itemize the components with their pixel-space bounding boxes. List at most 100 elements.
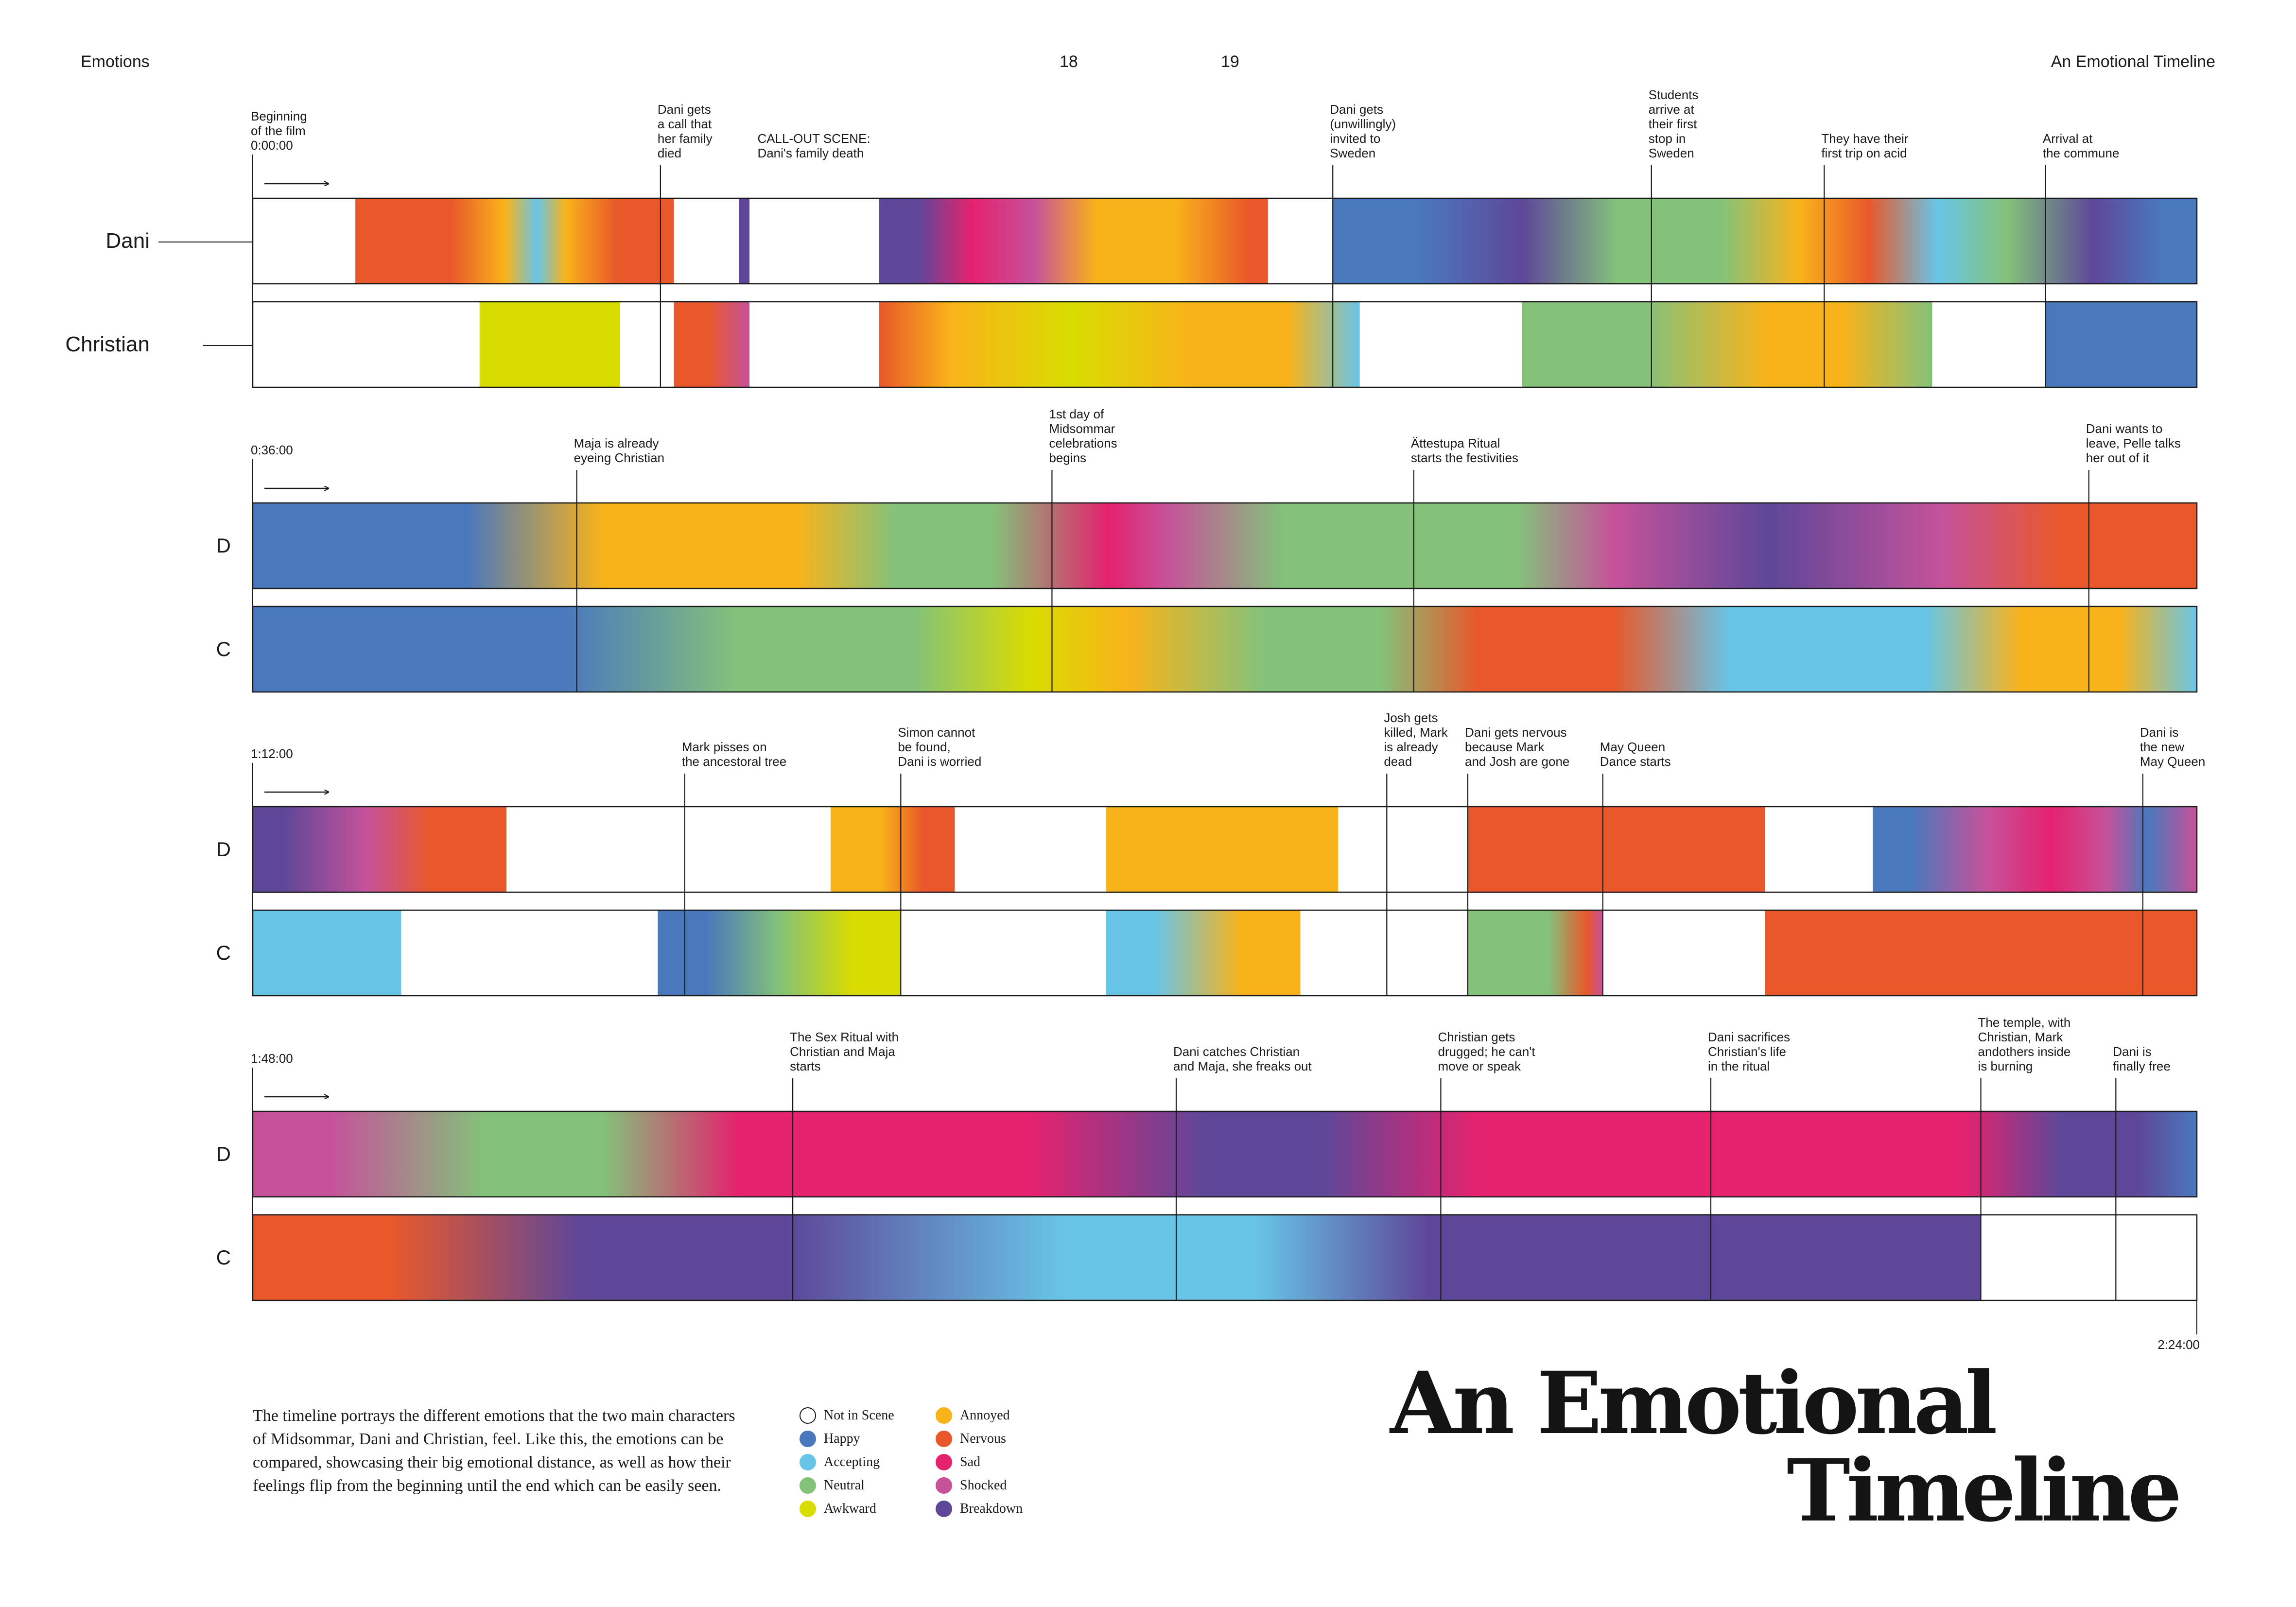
lane-label-dani: Dani: [106, 229, 150, 253]
legend-swatch-nervous: [936, 1431, 952, 1447]
legend-swatch-sad: [936, 1454, 952, 1470]
legend-label: Happy: [824, 1431, 860, 1446]
lane-label-dani: D: [216, 1142, 231, 1165]
legend-swatch-neutral: [800, 1477, 816, 1494]
event-annotation: Dani is finally free: [2113, 1044, 2171, 1073]
dani-emotion-segment: [253, 807, 507, 892]
event-annotation: 1st day of Midsommar celebrations begins: [1049, 407, 1117, 465]
header-publication-title: An Emotional Timeline: [2051, 52, 2215, 71]
legend-label: Nervous: [960, 1431, 1006, 1446]
dani-emotion-segment: [253, 503, 2197, 588]
dani-emotion-segment: [1468, 807, 1765, 892]
legend-label: Not in Scene: [824, 1408, 894, 1423]
event-annotation: Josh gets killed, Mark is already dead: [1384, 710, 1448, 769]
event-annotation: Dani is the new May Queen: [2140, 725, 2205, 769]
legend-swatch-awkward: [800, 1501, 816, 1517]
lane-label-christian: Christian: [65, 332, 150, 356]
legend-label: Sad: [960, 1454, 980, 1469]
timeline-row-4: 1:48:00 D C The Sex Ritual with Christian an…: [216, 1015, 2200, 1352]
legend-label: Awkward: [824, 1501, 876, 1516]
row-start-time: 1:12:00: [251, 746, 293, 761]
dani-emotion-segment: [253, 1111, 2197, 1197]
lane-label-christian: C: [216, 638, 231, 660]
legend-item-breakdown: Breakdown: [936, 1501, 1023, 1517]
legend-item-awkward: Awkward: [800, 1501, 876, 1517]
christian-emotion-segment: [749, 302, 879, 387]
legend-item-sad: Sad: [936, 1454, 980, 1470]
lane-label-dani: D: [216, 838, 231, 861]
dani-emotion-segment: [739, 198, 750, 284]
legend-item-none: Not in Scene: [800, 1407, 894, 1424]
legend-label: Accepting: [824, 1454, 880, 1469]
dani-emotion-segment: [1873, 807, 2197, 892]
dani-emotion-segment: [955, 807, 1106, 892]
event-annotation: Maja is already eyeing Christian: [574, 436, 664, 465]
row-start-time: Beginning of the film 0:00:00: [251, 109, 307, 153]
event-annotation: Dani catches Christian and Maja, she frea…: [1173, 1044, 1312, 1073]
event-annotation: Ättestupa Ritual starts the festivities: [1411, 436, 1518, 465]
christian-emotion-segment: [1932, 302, 2046, 387]
event-annotation: Dani sacrifices Christian's life in the ri…: [1708, 1030, 1790, 1073]
legend-item-annoyed: Annoyed: [936, 1407, 1010, 1424]
legend-label: Annoyed: [960, 1408, 1010, 1423]
timeline-row-1: Beginning of the film 0:00:00 Dani Christian…: [65, 87, 2198, 388]
end-time-label: 2:24:00: [2157, 1337, 2200, 1352]
lane-label-dani: D: [216, 534, 231, 557]
christian-emotion-segment: [1300, 910, 1468, 996]
christian-emotion-segment: [658, 910, 901, 996]
event-annotation: Dani wants to leave, Pelle talks her out o…: [2086, 421, 2181, 465]
legend-swatch-none: [800, 1407, 816, 1424]
legend-swatch-happy: [800, 1431, 816, 1447]
christian-emotion-segment: [253, 1215, 1981, 1300]
event-annotation: Dani gets a call that her family died: [658, 102, 713, 160]
christian-emotion-segment: [1468, 910, 1603, 996]
christian-emotion-segment: [253, 910, 401, 996]
legend-swatch-breakdown: [936, 1501, 952, 1517]
christian-emotion-segment: [1106, 910, 1301, 996]
legend-swatch-shocked: [936, 1477, 952, 1494]
page-title-line-1: An Emotional: [1390, 1353, 1998, 1453]
header-section-label: Emotions: [81, 52, 150, 71]
event-annotation: Christian gets drugged; he can't move or s…: [1438, 1030, 1535, 1073]
dani-emotion-segment: [253, 198, 356, 284]
lane-label-christian: C: [216, 941, 231, 964]
legend-label: Shocked: [960, 1478, 1007, 1493]
event-annotation: They have their first trip on acid: [1821, 131, 1909, 160]
legend-item-shocked: Shocked: [936, 1477, 1007, 1494]
event-annotation: May Queen Dance starts: [1600, 740, 1671, 769]
christian-emotion-segment: [1765, 910, 2197, 996]
dani-emotion-segment: [879, 198, 1268, 284]
legend-item-neutral: Neutral: [800, 1477, 865, 1494]
legend-swatch-accepting: [800, 1454, 816, 1470]
christian-emotion-segment: [1981, 1215, 2197, 1300]
legend-label: Neutral: [824, 1478, 865, 1493]
christian-emotion-segment: [253, 302, 480, 387]
christian-emotion-segment: [479, 302, 620, 387]
event-annotation: Arrival at the commune: [2043, 131, 2120, 160]
timeline-row-2: 0:36:00 D C Maja is already eyeing Christian…: [216, 407, 2198, 693]
event-annotation: CALL-OUT SCENE: Dani's family death: [757, 131, 870, 160]
dani-emotion-segment: [1106, 807, 1339, 892]
event-annotation: Simon cannot be found, Dani is worried: [898, 725, 981, 769]
christian-emotion-segment: [1359, 302, 1522, 387]
dani-emotion-segment: [506, 807, 831, 892]
event-annotation: Mark pisses on the ancestoral tree: [682, 740, 786, 769]
lane-label-christian: C: [216, 1246, 231, 1269]
dani-emotion-segment: [830, 807, 955, 892]
christian-emotion-segment: [1522, 302, 1932, 387]
dani-emotion-segment: [749, 198, 879, 284]
page-number-left: 18: [1060, 52, 1078, 71]
christian-emotion-segment: [2045, 302, 2197, 387]
christian-emotion-segment: [901, 910, 1106, 996]
page-title-line-2: Timeline: [1787, 1440, 2182, 1541]
legend-label: Breakdown: [960, 1501, 1023, 1516]
event-annotation: The temple, with Christian, Mark andothers…: [1978, 1015, 2071, 1073]
dani-emotion-segment: [1765, 807, 1873, 892]
dani-emotion-segment: [355, 198, 674, 284]
christian-emotion-segment: [879, 302, 1360, 387]
dani-emotion-segment: [674, 198, 739, 284]
christian-emotion-segment: [620, 302, 674, 387]
christian-emotion-segment: [253, 606, 2197, 692]
row-start-time: 0:36:00: [251, 443, 293, 457]
